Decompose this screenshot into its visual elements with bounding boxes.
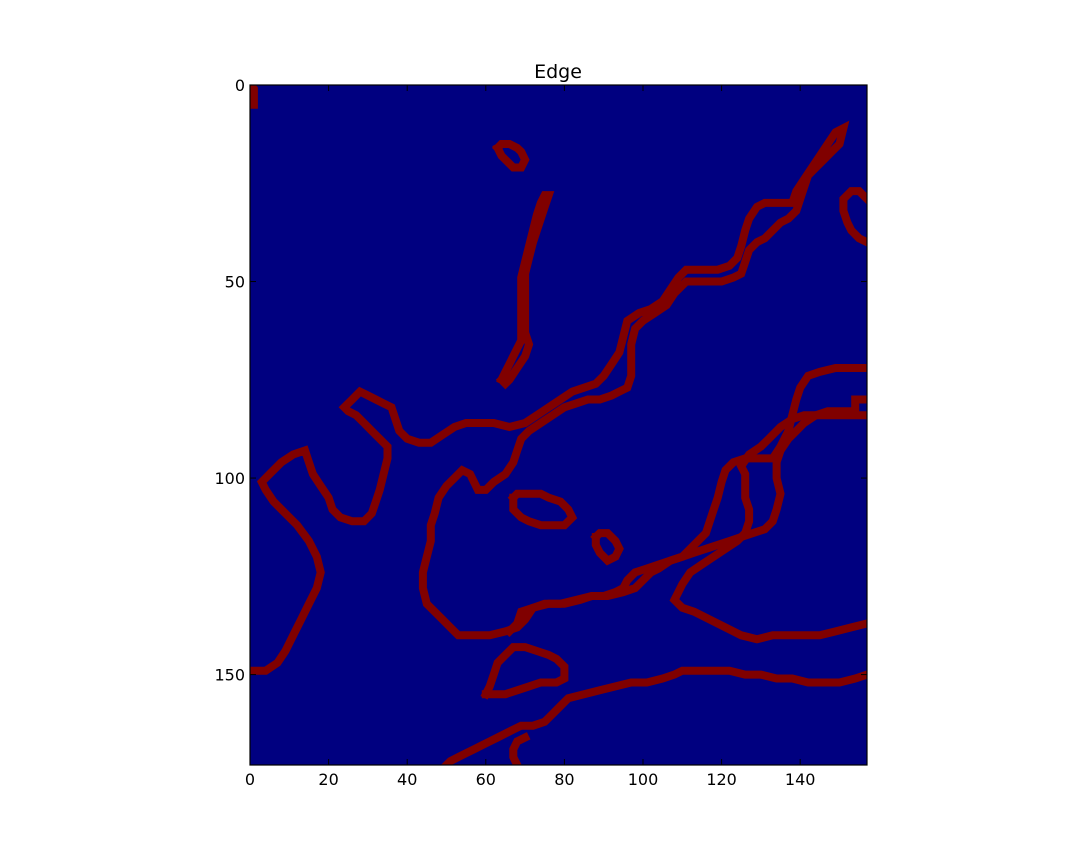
edge-curve-10: [590, 529, 624, 566]
plot-frame: [249, 84, 868, 766]
x-tick-label: 0: [245, 770, 255, 789]
edge-curve-5: [509, 732, 531, 765]
y-tick-label: 0: [235, 76, 245, 95]
edge-curve-9: [507, 489, 578, 530]
x-axis: 0 20 40 60 80 100 120 140: [245, 85, 816, 789]
edge-curve-7: [491, 140, 530, 172]
x-tick-label: 20: [318, 770, 338, 789]
edge-curve-0: [250, 85, 258, 109]
x-tick-label: 40: [397, 770, 417, 789]
x-tick-label: 60: [476, 770, 496, 789]
chart-title: Edge: [534, 61, 582, 83]
edge-curve-3: [669, 411, 867, 644]
y-tick-label: 100: [214, 469, 245, 488]
x-tick-label: 100: [628, 770, 659, 789]
y-tick-label: 50: [225, 273, 245, 292]
edge-curve-11: [480, 643, 569, 700]
x-tick-label: 80: [554, 770, 574, 789]
plot-area: [249, 84, 868, 766]
y-tick-label: 150: [214, 666, 245, 685]
x-tick-label: 140: [785, 770, 816, 789]
edge-curve-8: [495, 191, 555, 390]
x-tick-label: 120: [706, 770, 737, 789]
heatmap-background: [250, 85, 867, 765]
edge-curve-4: [440, 666, 867, 765]
edge-curve-2: [503, 395, 867, 638]
y-axis: 0 50 100 150: [214, 76, 867, 685]
edge-curve-6: [839, 187, 867, 247]
